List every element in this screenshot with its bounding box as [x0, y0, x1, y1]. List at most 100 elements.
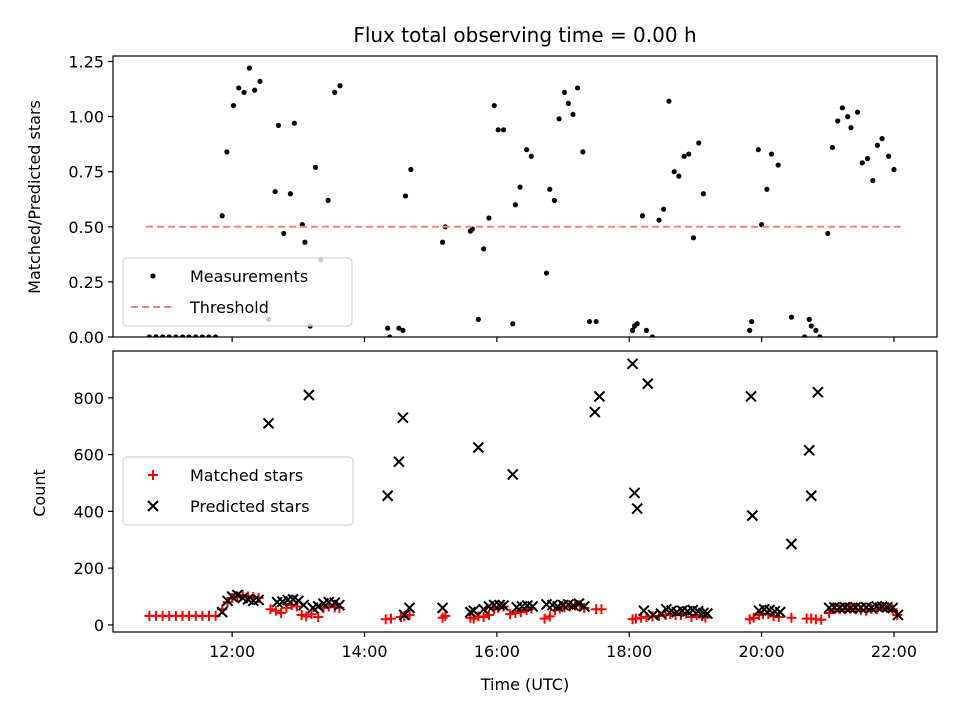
data-point: [270, 605, 281, 616]
top-panel: Matched/Predicted stars 0.00 0.25 0.50 0.75…: [25, 53, 938, 347]
data-point: [481, 246, 487, 252]
legend-label: Matched stars: [190, 466, 303, 485]
data-point: [813, 327, 819, 333]
data-point: [325, 197, 331, 203]
data-point: [701, 607, 714, 620]
y-tick-label: 600: [73, 446, 104, 465]
data-point: [543, 270, 550, 276]
data-point: [528, 153, 534, 159]
data-point: [808, 323, 814, 329]
data-point: [746, 509, 759, 522]
data-point: [440, 610, 451, 621]
data-point: [517, 184, 523, 190]
legend-marker: [147, 500, 159, 512]
data-point: [892, 609, 904, 621]
data-point: [230, 102, 237, 109]
data-point: [381, 490, 394, 502]
data-point: [879, 136, 885, 142]
data-point: [408, 166, 414, 173]
axes-frame: [112, 350, 938, 633]
data-point: [638, 605, 650, 617]
data-point: [301, 611, 312, 622]
legend-box: [122, 456, 354, 526]
data-point: [507, 468, 519, 481]
data-point: [788, 314, 794, 320]
data-point: [303, 389, 315, 401]
data-point: [179, 334, 186, 337]
bottom-ylabel: Count: [30, 469, 49, 517]
data-point: [593, 390, 606, 403]
bottom-panel: Count 0 200 400 600 800 12:00 14:00 16:00 18:00 2…: [30, 350, 938, 661]
data-point: [812, 386, 824, 398]
data-point: [565, 100, 571, 106]
data-point: [816, 614, 827, 625]
data-point: [478, 611, 489, 622]
data-point: [854, 109, 861, 115]
data-point: [817, 334, 823, 337]
data-point: [661, 206, 667, 212]
x-tick-label: 18:00: [606, 642, 652, 661]
data-point: [313, 611, 324, 622]
data-point: [296, 609, 307, 620]
series-predicted-stars: [216, 358, 904, 621]
data-point: [486, 215, 492, 221]
axes-frame: [112, 55, 938, 338]
data-point: [510, 321, 516, 327]
data-point: [575, 85, 581, 91]
data-point: [493, 599, 506, 611]
data-point: [642, 377, 654, 390]
y-tick-label: 200: [73, 559, 104, 578]
data-point: [166, 334, 172, 337]
data-point: [700, 191, 706, 197]
data-point: [686, 151, 692, 157]
data-point: [399, 611, 410, 622]
data-point: [216, 606, 228, 618]
x-axis-label: Time (UTC): [480, 675, 569, 694]
data-point: [291, 120, 297, 126]
data-point: [186, 334, 192, 337]
data-point: [785, 538, 798, 550]
data-point: [634, 321, 640, 327]
data-point: [436, 602, 449, 614]
legend-label: Threshold: [189, 298, 269, 317]
data-point: [803, 444, 815, 457]
data-point: [745, 390, 757, 403]
data-point: [573, 597, 585, 610]
data-point: [337, 83, 343, 89]
data-point: [775, 162, 781, 168]
data-point: [839, 105, 845, 111]
data-point: [393, 455, 405, 468]
data-point: [275, 122, 282, 129]
data-point: [649, 334, 656, 337]
data-point: [589, 406, 601, 418]
data-point: [631, 502, 643, 515]
data-point: [526, 600, 539, 613]
plot-area: [144, 358, 904, 625]
data-point: [690, 235, 697, 241]
data-point: [656, 217, 662, 223]
data-point: [676, 173, 682, 179]
data-point: [332, 89, 338, 95]
data-point: [306, 609, 317, 620]
data-point: [241, 89, 247, 95]
data-point: [747, 327, 753, 333]
data-point: [146, 334, 153, 337]
data-point: [681, 153, 687, 159]
data-point: [252, 594, 265, 606]
data-point: [845, 114, 851, 120]
data-point: [287, 191, 293, 197]
data-point: [403, 602, 416, 614]
legend-label: Measurements: [190, 267, 308, 286]
data-point: [556, 116, 562, 122]
data-point: [491, 102, 497, 109]
data-point: [262, 417, 275, 430]
data-point: [802, 334, 808, 337]
x-tick-label: 22:00: [871, 642, 917, 661]
data-point: [848, 125, 854, 131]
data-point: [281, 230, 287, 237]
data-point: [643, 327, 650, 333]
data-point: [578, 600, 590, 613]
data-point: [404, 609, 415, 620]
